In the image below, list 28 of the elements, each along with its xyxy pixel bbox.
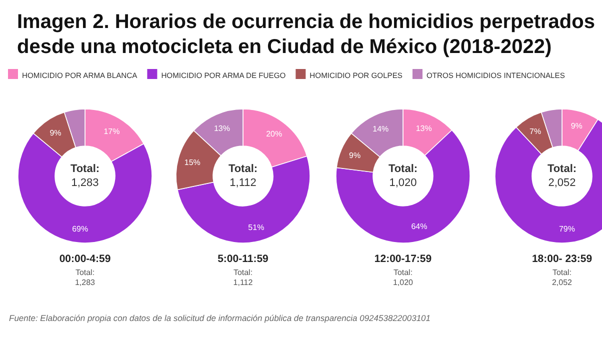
text: Total: 2,052 — [547, 163, 577, 189]
data-label: 79% — [558, 224, 575, 234]
source-note: Fuente: Elaboración propia con datos de la solicitud de información pública de transparencia 092453822003101 — [9, 313, 431, 323]
data-label: 9% — [349, 151, 361, 160]
data-label: 69% — [72, 224, 88, 234]
text: 00:00-4:59 — [59, 253, 111, 265]
text: Total: 1,112 — [233, 268, 254, 287]
text: 5:00-11:59 — [218, 253, 269, 265]
text: 12:00-17:59 — [374, 253, 432, 265]
data-label: 17% — [104, 126, 120, 136]
text: Total: 2,052 — [552, 268, 573, 287]
data-label: 20% — [266, 130, 282, 139]
text: Total: 1,020 — [388, 163, 418, 189]
text: 18:00- 23:59 — [532, 253, 592, 265]
data-label: 51% — [248, 222, 264, 232]
data-label: 64% — [411, 222, 428, 231]
text: Total: 1,283 — [70, 163, 100, 189]
data-label: 13% — [416, 124, 432, 133]
data-label: 9% — [50, 128, 62, 138]
data-label: 15% — [184, 158, 200, 168]
text: Total: 1,283 — [74, 268, 96, 287]
text: Total: 1,112 — [228, 163, 258, 189]
data-label: 13% — [214, 124, 230, 133]
data-label: 7% — [529, 126, 542, 136]
data-label: 9% — [570, 122, 582, 131]
data-label: 14% — [372, 124, 389, 134]
text: Imagen 2. Horarios de ocurrencia de homicidios perpetrados desde una motocicleta en Ciudad de México (2018-2022) — [17, 11, 595, 58]
text: Total: 1,020 — [392, 268, 414, 287]
